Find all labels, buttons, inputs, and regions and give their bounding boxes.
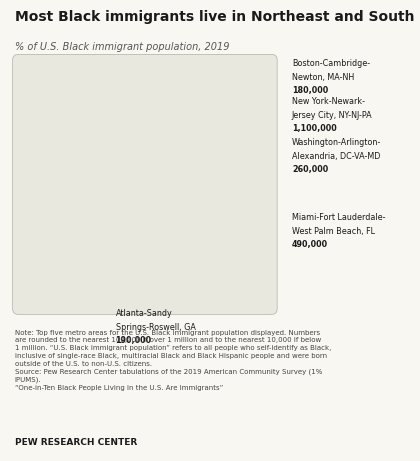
Text: Newton, MA-NH: Newton, MA-NH: [292, 73, 354, 82]
Text: New York-Newark-: New York-Newark-: [292, 97, 365, 106]
Text: Atlanta-Sandy: Atlanta-Sandy: [116, 309, 172, 318]
Text: Boston-Cambridge-: Boston-Cambridge-: [292, 59, 370, 68]
Text: West Palm Beach, FL: West Palm Beach, FL: [292, 227, 375, 236]
Text: Note: Top five metro areas for the U.S. Black immigrant population displayed. Nu: Note: Top five metro areas for the U.S. …: [15, 330, 331, 391]
Text: Jersey City, NY-NJ-PA: Jersey City, NY-NJ-PA: [292, 111, 373, 120]
Text: Springs-Roswell, GA: Springs-Roswell, GA: [116, 323, 195, 332]
Text: Most Black immigrants live in Northeast and South: Most Black immigrants live in Northeast …: [15, 10, 414, 24]
Text: Washington-Arlington-: Washington-Arlington-: [292, 138, 381, 148]
Text: 180,000: 180,000: [292, 86, 328, 95]
Text: 490,000: 490,000: [292, 240, 328, 249]
Text: PEW RESEARCH CENTER: PEW RESEARCH CENTER: [15, 438, 137, 447]
Text: 1,100,000: 1,100,000: [292, 124, 337, 133]
Text: % of U.S. Black immigrant population, 2019: % of U.S. Black immigrant population, 20…: [15, 42, 229, 53]
Text: 260,000: 260,000: [292, 165, 328, 174]
FancyBboxPatch shape: [13, 54, 277, 314]
Text: 190,000: 190,000: [116, 336, 152, 345]
Text: Miami-Fort Lauderdale-: Miami-Fort Lauderdale-: [292, 213, 386, 222]
Text: Alexandria, DC-VA-MD: Alexandria, DC-VA-MD: [292, 152, 380, 161]
